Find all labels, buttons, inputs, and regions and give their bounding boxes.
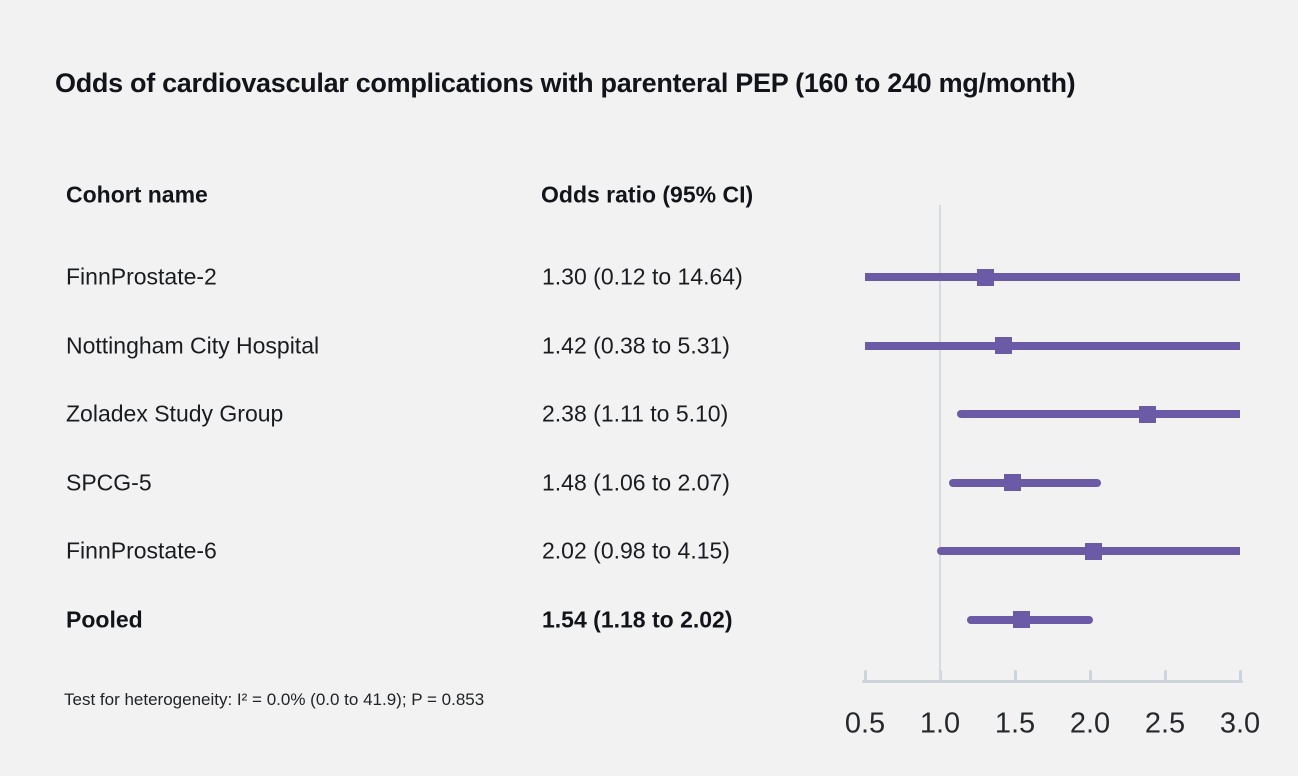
- axis-tick: [1238, 670, 1242, 681]
- odds-ratio-value: 2.38 (1.11 to 5.10): [542, 400, 729, 427]
- cohort-label: FinnProstate-6: [66, 537, 217, 564]
- odds-ratio-marker: [976, 268, 994, 286]
- axis-tick: [1163, 670, 1167, 681]
- axis-tick-label: 2.5: [1144, 707, 1186, 740]
- confidence-interval-line: [949, 478, 1101, 487]
- cohort-label: Pooled: [66, 606, 143, 632]
- axis-tick: [863, 670, 867, 681]
- odds-ratio-marker: [1003, 474, 1021, 491]
- confidence-interval-line: [956, 410, 1240, 418]
- odds-ratio-value: 1.54 (1.18 to 2.02): [542, 606, 733, 632]
- column-header-cohort: Cohort name: [66, 181, 208, 208]
- odds-ratio-value: 2.02 (0.98 to 4.15): [542, 537, 730, 564]
- cohort-label: Nottingham City Hospital: [66, 332, 320, 358]
- cohort-label: FinnProstate-2: [66, 263, 217, 290]
- odds-ratio-marker: [994, 337, 1012, 354]
- odds-ratio-value: 1.48 (1.06 to 2.07): [542, 469, 730, 495]
- cohort-label: Zoladex Study Group: [66, 400, 284, 427]
- axis-tick: [1088, 670, 1092, 681]
- odds-ratio-marker: [1012, 611, 1030, 628]
- confidence-interval-line: [865, 273, 1240, 281]
- column-header-odds-ratio: Odds ratio (95% CI): [541, 181, 754, 208]
- odds-ratio-value: 1.30 (0.12 to 14.64): [542, 263, 743, 290]
- reference-line: [939, 205, 941, 680]
- odds-ratio-marker: [1138, 405, 1156, 423]
- chart-title: Odds of cardiovascular complications wit…: [55, 68, 1076, 98]
- axis-tick-label: 1.0: [919, 707, 961, 740]
- odds-ratio-marker: [1084, 542, 1102, 560]
- axis-tick-label: 3.0: [1219, 707, 1261, 740]
- axis-tick-label: 0.5: [844, 707, 886, 740]
- axis-tick-label: 2.0: [1069, 707, 1111, 740]
- axis-baseline: [862, 680, 1243, 683]
- confidence-interval-line: [865, 341, 1240, 350]
- axis-tick: [1013, 670, 1017, 681]
- cohort-label: SPCG-5: [66, 469, 152, 495]
- axis-tick-label: 1.5: [994, 707, 1036, 740]
- confidence-interval-line: [967, 615, 1093, 624]
- heterogeneity-footnote: Test for heterogeneity: I² = 0.0% (0.0 t…: [64, 690, 485, 709]
- odds-ratio-value: 1.42 (0.38 to 5.31): [542, 332, 730, 358]
